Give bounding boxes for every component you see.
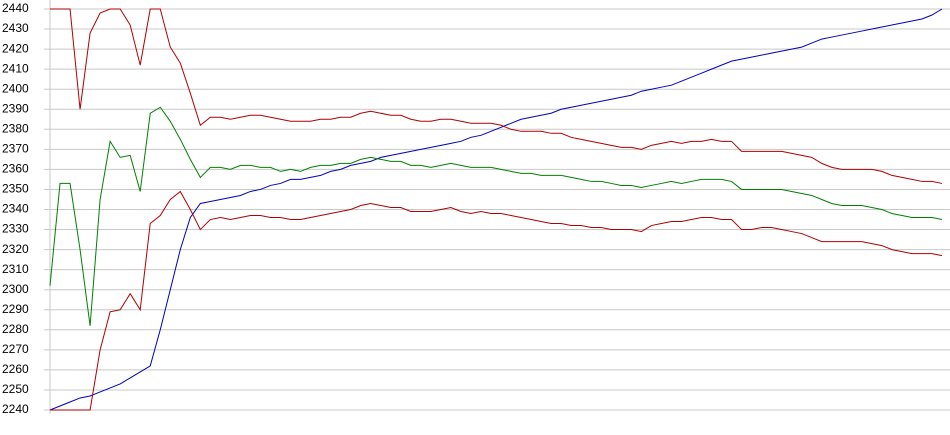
y-tick-label: 2350 <box>2 182 29 196</box>
y-tick-label: 2390 <box>2 101 29 115</box>
y-tick-label: 2330 <box>2 222 29 236</box>
y-tick-label: 2250 <box>2 382 29 396</box>
y-tick-label: 2400 <box>2 81 29 95</box>
y-tick-label: 2240 <box>2 402 29 416</box>
y-tick-label: 2410 <box>2 61 29 75</box>
series-line <box>50 190 943 411</box>
series-line <box>49 106 943 326</box>
y-tick-label: 2270 <box>2 342 29 356</box>
y-tick-label: 2260 <box>2 362 29 376</box>
y-tick-label: 2300 <box>2 282 29 296</box>
y-tick-label: 2440 <box>2 1 29 15</box>
y-tick-label: 2420 <box>2 41 29 55</box>
y-tick-label: 2340 <box>2 202 29 216</box>
y-tick-label: 2310 <box>2 262 29 276</box>
y-tick-label: 2290 <box>2 302 29 316</box>
series-line <box>50 8 943 184</box>
y-tick-label: 2360 <box>2 162 29 176</box>
y-tick-label: 2430 <box>2 21 29 35</box>
y-tick-label: 2380 <box>2 121 29 135</box>
series-line <box>49 8 943 411</box>
y-tick-label: 2370 <box>2 142 29 156</box>
y-tick-label: 2280 <box>2 322 29 336</box>
y-tick-label: 2320 <box>2 242 29 256</box>
